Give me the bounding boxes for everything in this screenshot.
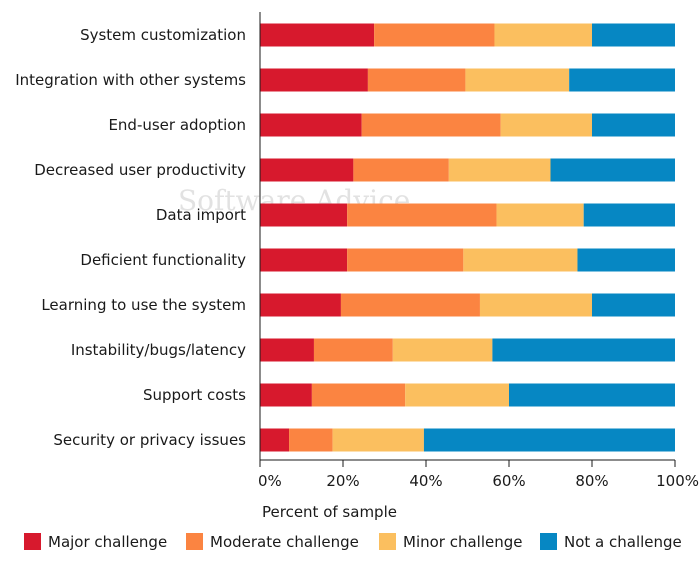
bar-moderate-challenge-system-customization: [374, 23, 495, 47]
legend-label-major-challenge: Major challenge: [48, 533, 167, 551]
bar-minor-challenge-integration-with-other-systems: [465, 68, 570, 92]
bar-moderate-challenge-deficient-functionality: [347, 248, 464, 272]
bar-moderate-challenge-learning-to-use-the-system: [340, 293, 480, 317]
bar-not-a-challenge-support-costs: [509, 383, 675, 407]
bar-major-challenge-instability-bugs-latency: [260, 338, 314, 362]
bar-major-challenge-decreased-user-productivity: [260, 158, 354, 182]
x-axis: 0% 20% 40% 60% 80% 100%: [258, 12, 699, 490]
bar-minor-challenge-end-user-adoption: [500, 113, 592, 137]
category-label-data-import: Data import: [156, 206, 246, 224]
bar-major-challenge-support-costs: [260, 383, 312, 407]
category-label-instability-bugs-latency: Instability/bugs/latency: [71, 341, 246, 359]
bar-major-challenge-integration-with-other-systems: [260, 68, 368, 92]
bar-minor-challenge-data-import: [496, 203, 584, 227]
bar-minor-challenge-decreased-user-productivity: [448, 158, 551, 182]
legend-swatch-major-challenge: [24, 533, 41, 550]
bar-not-a-challenge-integration-with-other-systems: [569, 68, 675, 92]
bar-minor-challenge-instability-bugs-latency: [392, 338, 493, 362]
bar-not-a-challenge-instability-bugs-latency: [492, 338, 675, 362]
legend-swatch-moderate-challenge: [186, 533, 203, 550]
bar-not-a-challenge-decreased-user-productivity: [550, 158, 675, 182]
bar-not-a-challenge-system-customization: [592, 23, 675, 47]
bar-moderate-challenge-decreased-user-productivity: [353, 158, 449, 182]
bar-moderate-challenge-security-or-privacy-issues: [289, 428, 333, 452]
bar-major-challenge-end-user-adoption: [260, 113, 362, 137]
category-label-learning-to-use-the-system: Learning to use the system: [41, 296, 246, 314]
x-tick-label: 40%: [409, 472, 442, 490]
x-tick-label: 60%: [492, 472, 525, 490]
bar-moderate-challenge-end-user-adoption: [361, 113, 501, 137]
category-label-security-or-privacy-issues: Security or privacy issues: [53, 431, 246, 449]
bars: [260, 23, 675, 452]
bar-minor-challenge-system-customization: [494, 23, 592, 47]
legend-swatch-minor-challenge: [379, 533, 396, 550]
bar-major-challenge-learning-to-use-the-system: [260, 293, 341, 317]
bar-major-challenge-security-or-privacy-issues: [260, 428, 290, 452]
legend-label-minor-challenge: Minor challenge: [403, 533, 523, 551]
legend-label-moderate-challenge: Moderate challenge: [210, 533, 359, 551]
category-label-end-user-adoption: End-user adoption: [108, 116, 246, 134]
bar-not-a-challenge-end-user-adoption: [592, 113, 675, 137]
bar-not-a-challenge-deficient-functionality: [577, 248, 675, 272]
bar-moderate-challenge-support-costs: [311, 383, 406, 407]
bar-major-challenge-deficient-functionality: [260, 248, 348, 272]
x-tick-label: 100%: [656, 472, 699, 490]
bar-major-challenge-data-import: [260, 203, 348, 227]
x-axis-title: Percent of sample: [262, 503, 397, 521]
bar-moderate-challenge-instability-bugs-latency: [313, 338, 393, 362]
category-label-decreased-user-productivity: Decreased user productivity: [34, 161, 246, 179]
legend-label-not-a-challenge: Not a challenge: [564, 533, 682, 551]
category-labels: System customization Integration with oth…: [15, 26, 246, 449]
bar-minor-challenge-support-costs: [405, 383, 509, 407]
legend-swatch-not-a-challenge: [540, 533, 557, 550]
bar-not-a-challenge-data-import: [583, 203, 675, 227]
category-label-support-costs: Support costs: [143, 386, 246, 404]
bar-moderate-challenge-data-import: [347, 203, 497, 227]
bar-moderate-challenge-integration-with-other-systems: [367, 68, 466, 92]
category-label-deficient-functionality: Deficient functionality: [80, 251, 246, 269]
bar-minor-challenge-learning-to-use-the-system: [479, 293, 592, 317]
bar-not-a-challenge-learning-to-use-the-system: [592, 293, 675, 317]
legend: Major challenge Moderate challenge Minor c…: [24, 533, 682, 551]
x-tick-label: 80%: [575, 472, 608, 490]
x-tick-label: 0%: [258, 472, 282, 490]
bar-minor-challenge-security-or-privacy-issues: [332, 428, 424, 452]
bar-not-a-challenge-security-or-privacy-issues: [423, 428, 675, 452]
bar-minor-challenge-deficient-functionality: [463, 248, 578, 272]
bar-major-challenge-system-customization: [260, 23, 375, 47]
x-tick-label: 20%: [326, 472, 359, 490]
category-label-system-customization: System customization: [80, 26, 246, 44]
category-label-integration-with-other-systems: Integration with other systems: [15, 71, 246, 89]
